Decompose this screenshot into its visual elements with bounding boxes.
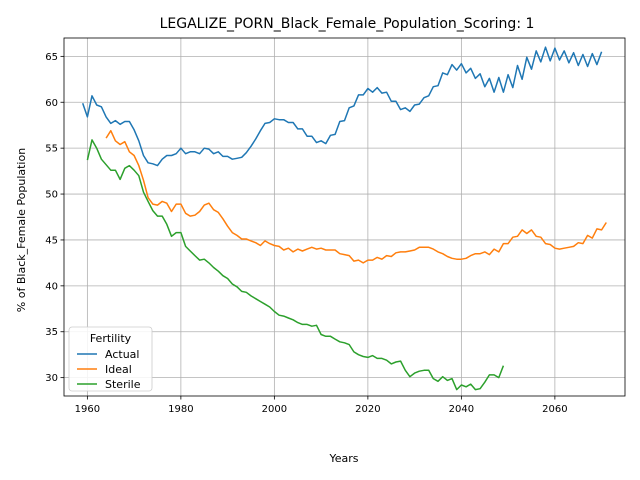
series-line-ideal	[105, 129, 607, 264]
series-lines	[81, 46, 607, 391]
y-tick-label: 35	[45, 327, 58, 338]
y-tick-label: 55	[45, 144, 58, 155]
x-tick-label: 2020	[355, 404, 380, 415]
y-tick-label: 65	[45, 52, 58, 63]
y-tick-label: 60	[45, 98, 58, 109]
y-tick-label: 30	[45, 373, 58, 384]
legend-label: Sterile	[105, 378, 141, 391]
x-axis-label: Years	[328, 452, 358, 465]
y-axis: 30 35 40 45 50 55 60 65	[45, 52, 64, 384]
legend-label: Actual	[105, 348, 139, 361]
y-tick-label: 50	[45, 190, 58, 201]
y-tick-label: 40	[45, 281, 58, 292]
plot-frame	[63, 37, 626, 397]
legend-label: Ideal	[105, 363, 132, 376]
legend-box	[68, 326, 153, 392]
legend: Fertility Actual Ideal Sterile	[68, 326, 153, 392]
x-axis: 1960 1980 2000 2020 2040 2060	[75, 396, 568, 415]
x-tick-label: 2060	[542, 404, 567, 415]
x-tick-label: 2000	[262, 404, 287, 415]
x-tick-label: 1980	[168, 404, 193, 415]
x-tick-label: 1960	[75, 404, 100, 415]
series-line-sterile	[86, 139, 505, 391]
y-tick-label: 45	[45, 235, 58, 246]
grid-lines	[64, 38, 625, 396]
x-tick-label: 2040	[449, 404, 474, 415]
series-line-actual	[81, 46, 603, 167]
y-axis-label: % of Black_Female Population	[15, 148, 28, 312]
chart-title: LEGALIZE_PORN_Black_Female_Population_Sc…	[160, 16, 535, 32]
legend-title: Fertility	[90, 332, 132, 345]
